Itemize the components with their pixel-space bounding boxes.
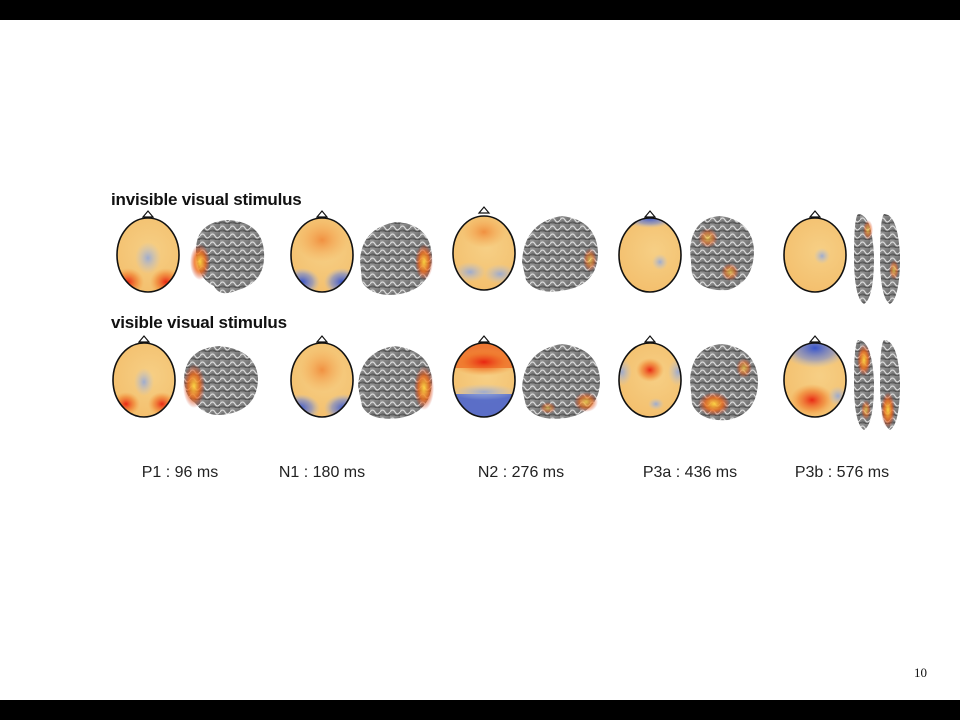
brain-lateral-visible-p3a	[690, 344, 758, 421]
brain-lateral-visible-n2	[522, 344, 600, 419]
brain-lateral-invisible-n2	[522, 216, 598, 292]
scalp-map-visible-p1	[112, 335, 176, 418]
scalp-map-visible-n2	[452, 335, 516, 418]
scalp-map-visible-p3b	[783, 335, 847, 418]
brain-dorsal-invisible-p3b	[854, 214, 900, 304]
component-label-n2: N2 : 276 ms	[477, 464, 565, 481]
row-label-visible: visible visual stimulus	[111, 313, 287, 332]
scalp-map-visible-p3a	[618, 335, 682, 418]
component-label-p3b: P3b : 576 ms	[794, 464, 890, 481]
brain-lateral-visible-p1	[183, 346, 258, 415]
brain-dorsal-visible-p3b	[854, 340, 900, 430]
brain-lateral-invisible-p1	[190, 220, 265, 294]
component-label-n1: N1 : 180 ms	[278, 464, 366, 481]
brain-lateral-invisible-n1	[360, 222, 433, 295]
scalp-map-invisible-p1	[116, 210, 180, 293]
scalp-map-invisible-p3a	[618, 210, 682, 293]
brain-lateral-visible-n1	[358, 346, 434, 419]
component-label-p3a: P3a : 436 ms	[642, 464, 738, 481]
scalp-map-invisible-n1	[290, 210, 354, 293]
brain-lateral-invisible-p3a	[690, 216, 754, 291]
component-label-p1: P1 : 96 ms	[141, 464, 219, 481]
row-label-invisible: invisible visual stimulus	[111, 190, 302, 209]
scalp-map-visible-n1	[290, 335, 354, 418]
page-number: 10	[914, 665, 927, 680]
scalp-map-invisible-p3b	[783, 210, 847, 293]
scalp-map-invisible-n2	[452, 206, 516, 291]
